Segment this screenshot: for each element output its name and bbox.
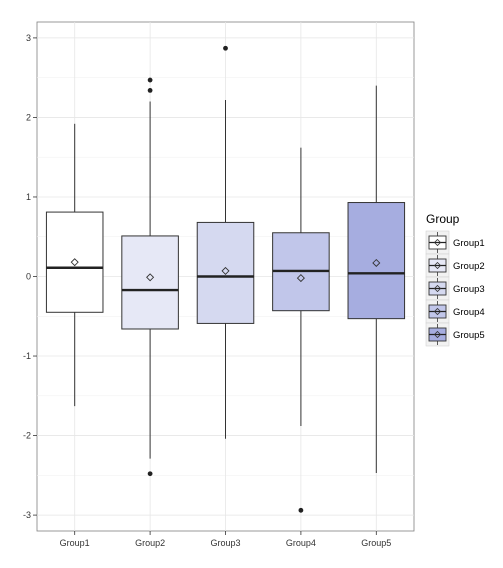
box-body: [45, 211, 104, 313]
mean-marker: [221, 266, 230, 275]
mean-marker: [146, 273, 155, 282]
legend-key-mean: [433, 284, 442, 293]
box-group2: [121, 77, 179, 477]
x-tick-label: Group3: [210, 538, 240, 548]
box-body: [196, 221, 255, 324]
legend-item-group3: Group3: [425, 276, 485, 301]
y-tick-label: 2: [26, 112, 31, 122]
legend: Group Group1 Group2 Group3 Group4 Group5: [425, 212, 485, 347]
legend-key-mean: [433, 307, 442, 316]
legend-key-mean: [433, 261, 442, 270]
legend-label: Group2: [453, 261, 485, 272]
legend-item-group4: Group4: [425, 299, 485, 324]
x-tick-label: Group5: [361, 538, 391, 548]
legend-item-group2: Group2: [425, 253, 485, 278]
x-tick-label: Group1: [60, 538, 90, 548]
outlier-point: [147, 77, 153, 83]
legend-item-group1: Group1: [425, 230, 485, 255]
y-tick-label: 3: [26, 33, 31, 43]
box-body: [347, 202, 406, 320]
y-tick-label: -1: [23, 351, 31, 361]
legend-key-mean: [433, 330, 442, 339]
y-tick-label: 0: [26, 272, 31, 282]
y-axis: -3 -2 -1 0 1 2 3: [23, 33, 37, 520]
legend-key-mean: [433, 238, 442, 247]
outlier-point: [147, 471, 153, 477]
legend-label: Group5: [453, 330, 485, 341]
box-body: [121, 235, 179, 330]
mean-marker: [296, 274, 305, 283]
outlier-point: [223, 45, 228, 51]
outlier-point: [298, 507, 304, 513]
box-group5: [347, 85, 406, 473]
legend-label: Group4: [453, 307, 485, 318]
boxes: [45, 45, 406, 513]
outlier-point: [147, 87, 153, 93]
x-axis: Group1 Group2 Group3 Group4 Group5: [60, 531, 391, 548]
legend-label: Group1: [453, 238, 485, 249]
mean-marker: [372, 258, 381, 268]
x-tick-label: Group2: [135, 538, 165, 548]
y-tick-label: -2: [23, 431, 31, 441]
mean-marker: [70, 258, 79, 267]
box-group4: [272, 147, 330, 513]
box-group3: [196, 45, 255, 439]
y-tick-label: -3: [23, 510, 31, 520]
box-group1: [45, 123, 104, 407]
legend-item-group5: Group5: [425, 322, 485, 347]
legend-label: Group3: [453, 284, 485, 295]
legend-title: Group: [426, 212, 460, 226]
y-tick-label: 1: [26, 192, 31, 202]
x-tick-label: Group4: [286, 538, 316, 548]
